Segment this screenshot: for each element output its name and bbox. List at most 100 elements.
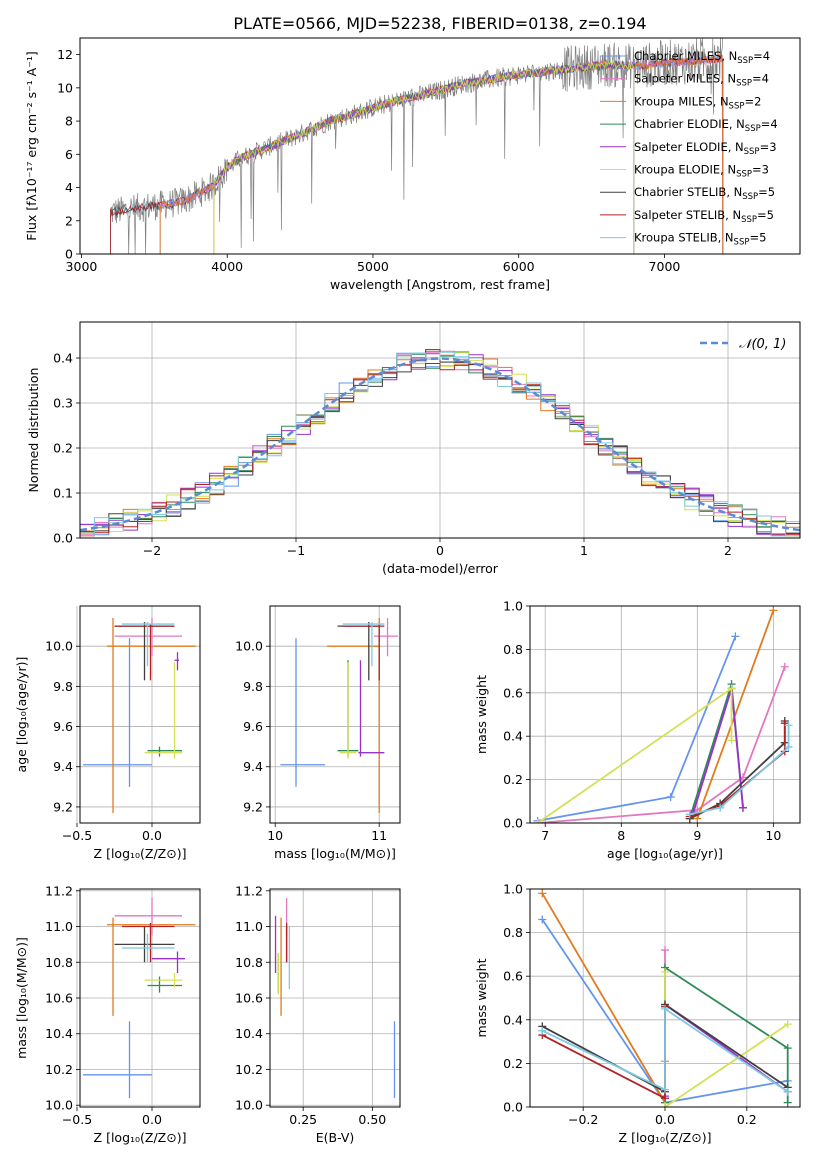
plot-area [80,349,800,537]
x-tick-label: −0.5 [62,828,92,843]
errorbar-kroupa-miles [107,917,196,1016]
errorbar-salpeter-stelib [122,922,175,963]
model-spectrum-salpeter-elodie [213,60,635,254]
x-tick-label: −1 [287,543,305,558]
x-axis-label: Z [log₁₀(Z/Z⊙)] [94,846,187,861]
x-tick-label: 0.50 [358,1112,386,1127]
data-point [661,1103,669,1107]
x-tick-label: 3000 [66,259,98,274]
errorbar-chabrier-miles [83,638,152,787]
errorbar-salpeter-elodie [358,660,385,757]
x-tick-label: −2 [143,543,161,558]
plot-area [83,618,196,813]
data-point [727,736,736,745]
legend-entry: Kroupa MILES, NSSP=2 [634,94,761,111]
data-point [538,1026,547,1035]
y-axis-label: mass weight [474,675,489,754]
plot-area [533,606,793,823]
panel-3: −0.5 0.0 9.2 9.4 9.6 9.8 10.0 Z [log₁₀(Z/Z⊙)] ag… [14,605,201,861]
data-point [538,915,547,924]
y-tick-label: 1.0 [503,882,523,897]
y-tick-label: 9.8 [53,679,73,694]
x-tick-label: −0.2 [568,1112,598,1127]
errorbar-kroupa-miles [107,618,196,813]
series-line [541,1006,666,1100]
legend-entry: 𝒩(0, 1) [739,337,786,352]
y-tick-label: 0.8 [503,642,523,657]
data-point [661,1085,669,1094]
x-tick-label: 0.0 [142,828,162,843]
panel-1: 3000 4000 5000 6000 7000 0 2 4 6 8 10 12 wavelength … [24,37,801,292]
axes-frame [269,888,401,1108]
histogram-kroupa-stelib [80,351,800,537]
errorbar-kroupa-stelib [122,622,175,667]
x-tick-label: 0 [436,543,444,558]
x-tick-label: 4000 [211,259,243,274]
y-axis-label: mass weight [474,958,489,1037]
axes-frame [269,605,401,824]
y-tick-label: 0.6 [503,969,523,984]
y-tick-label: 10.0 [45,639,73,654]
x-tick-label: 7 [541,828,549,843]
legend-entry: Kroupa ELODIE, NSSP=3 [634,163,769,180]
x-tick-label: 8 [617,828,625,843]
plot-area [110,38,724,254]
x-axis-label: E(B-V) [316,1130,355,1145]
legend-entry: Chabrier STELIB, NSSP=5 [634,185,775,202]
legend-entry: Chabrier ELODIE, NSSP=4 [634,117,778,134]
series-kroupa-stelib [538,1004,792,1096]
x-tick-label: 2 [724,543,732,558]
series-kroupa-elodie [533,684,736,823]
y-axis-label: age [log₁₀(age/yr)] [14,657,29,773]
y-tick-label: 10.0 [235,1098,263,1113]
x-tick-label: 0.2 [737,1112,757,1127]
y-tick-label: 9.6 [53,719,73,734]
spectrum-legend: Chabrier MILES, NSSP=4 Salpeter MILES, NS… [600,49,778,248]
errorbar-salpeter-stelib [114,624,175,681]
axes-frame [79,605,201,824]
y-tick-label: 9.6 [243,719,263,734]
y-tick-label: 10.6 [45,991,73,1006]
series-line [664,965,789,1103]
x-tick-label: 9 [693,828,701,843]
y-tick-label: 10 [57,80,73,95]
y-tick-label: 10.0 [235,639,263,654]
x-axis-label: wavelength [Angstrom, rest frame] [330,277,550,292]
legend-entry: Salpeter STELIB, NSSP=5 [634,208,774,225]
y-tick-label: 10.8 [45,955,73,970]
x-tick-label: 10 [765,828,781,843]
data-point [738,803,747,812]
axes-frame [529,888,801,1108]
plot-area [280,618,398,813]
data-point [538,889,547,898]
y-axis-label: mass [log₁₀(M/M⊙)] [14,937,29,1059]
legend-entry: Salpeter ELODIE, NSSP=3 [634,140,777,157]
errorbar-kroupa-elodie [339,662,357,759]
x-tick-label: 5000 [357,259,389,274]
y-tick-label: 0.0 [503,1100,523,1115]
series-line [541,892,666,1104]
plot-area [83,897,196,1099]
series-line [689,725,790,816]
errorbar-chabrier-miles [280,638,326,787]
x-axis-label: age [log₁₀(age/yr)] [607,846,723,861]
errorbar-salpeter-miles [114,897,182,936]
data-point [731,632,740,641]
axes-frame [79,321,801,539]
errorbar-chabrier-elodie [147,976,182,993]
errorbar-kroupa-stelib [122,933,175,963]
x-tick-label: 6000 [503,259,535,274]
errorbar-chabrier-stelib [114,622,175,681]
series-kroupa-stelib [685,721,793,819]
y-tick-label: 1.0 [503,599,523,614]
panel-8: −0.2 0.0 0.2 0.0 0.2 0.4 0.6 0.8 1.0 Z [log₁₀(Z/Z… [474,882,801,1145]
data-point [693,814,702,823]
series-line [696,609,775,820]
errorbar-chabrier-stelib [114,926,175,963]
y-tick-label: 0.4 [53,351,73,366]
x-tick-label: 11 [371,828,387,843]
y-tick-label: 0.0 [53,531,73,546]
panel-6: −0.5 0.0 10.0 10.2 10.4 10.6 10.8 11.0 11.2 Z [lo… [14,883,201,1145]
data-point [533,819,542,823]
y-tick-label: 0.4 [503,1012,523,1027]
